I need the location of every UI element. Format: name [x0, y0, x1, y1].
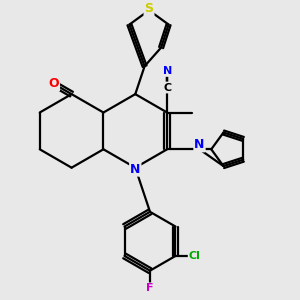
- Text: F: F: [146, 283, 154, 293]
- Text: S: S: [145, 2, 154, 15]
- Text: N: N: [130, 163, 140, 176]
- Text: Cl: Cl: [189, 251, 200, 261]
- Text: C: C: [163, 82, 171, 92]
- Text: N: N: [163, 66, 172, 76]
- Text: O: O: [48, 77, 59, 90]
- Text: N: N: [194, 138, 205, 152]
